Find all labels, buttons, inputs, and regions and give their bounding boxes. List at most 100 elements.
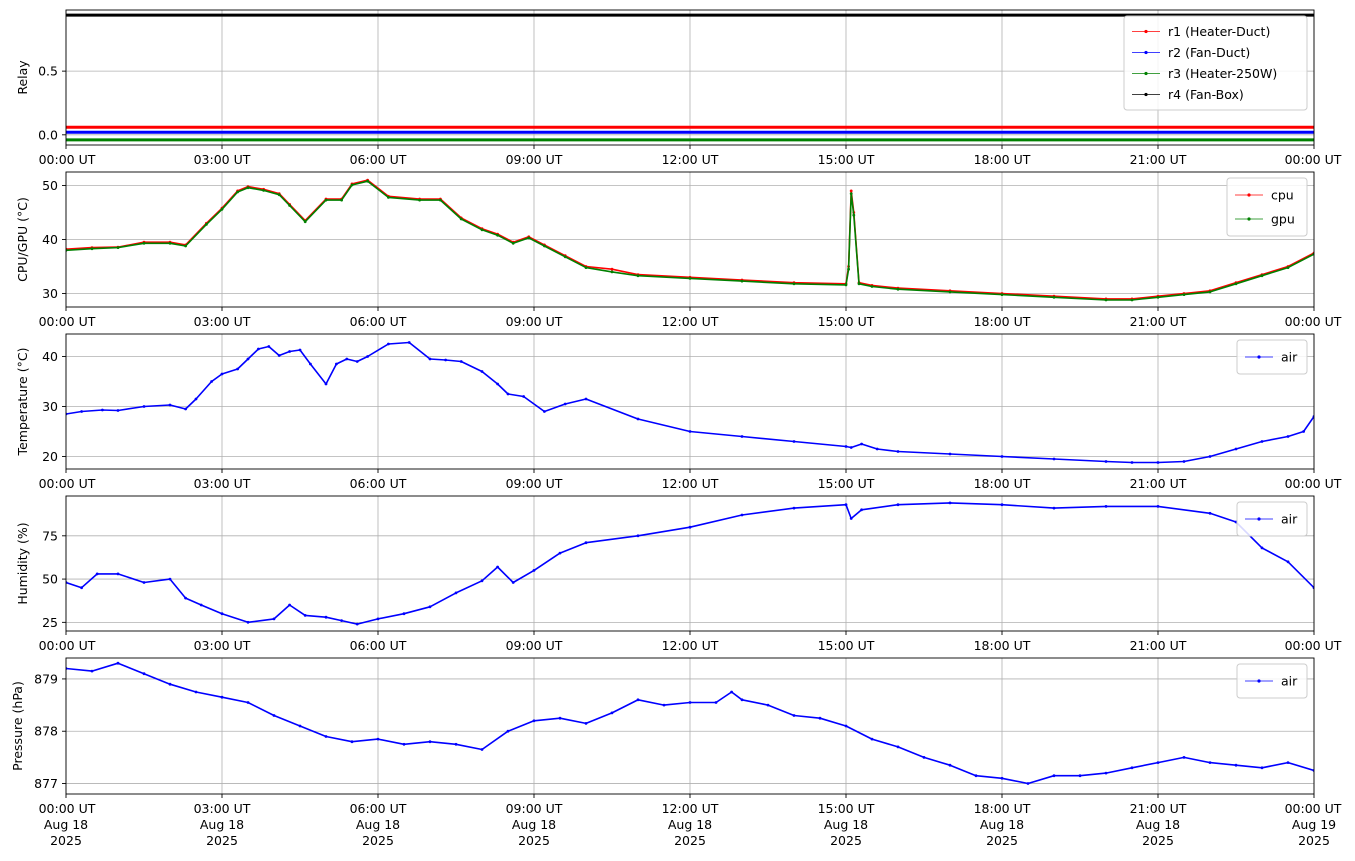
data-point (792, 440, 796, 443)
data-point (662, 703, 666, 707)
legend: cpu gpu (1226, 177, 1308, 237)
panel-4: 25 50 75 Humidity (%) 00:00 UT 03:00 UT 06:00 … (15, 495, 1342, 653)
data-point (740, 435, 744, 438)
grid (65, 10, 1315, 145)
x-tick-label: 06:00 UT (350, 152, 407, 167)
data-point (496, 565, 499, 569)
data-point (849, 192, 853, 196)
x-tick-label: 18:00 UT (974, 152, 1031, 167)
data-point (366, 179, 369, 183)
data-point (1182, 756, 1186, 759)
data-point (1156, 761, 1160, 764)
data-point (1208, 455, 1212, 458)
data-point (454, 742, 458, 746)
data-point (402, 612, 406, 616)
data-point (857, 282, 861, 286)
x-tick-label: 03:00 UT (194, 801, 251, 816)
data-point (355, 360, 359, 363)
x-tick-label: 09:00 UT (506, 314, 563, 329)
data-point (740, 513, 744, 517)
data-point (246, 186, 250, 190)
data-point (506, 729, 510, 733)
data-point (948, 452, 952, 456)
data-point (1130, 298, 1134, 302)
data-point (428, 605, 432, 609)
data-point (168, 241, 172, 245)
data-point (740, 698, 744, 702)
legend-label: air (1281, 350, 1298, 365)
data-point (922, 756, 926, 759)
data-point (1260, 274, 1264, 278)
x-tick-label: 03:00 UT (194, 476, 251, 491)
data-point (80, 586, 83, 590)
x-date-label: Aug 18 (200, 817, 244, 832)
legend-swatch-marker (1257, 355, 1261, 359)
data-point (792, 714, 796, 717)
data-point (844, 503, 848, 507)
legend-swatch-marker (1247, 217, 1251, 221)
data-point (849, 189, 853, 193)
x-tick-label: 00:00 UT (1285, 801, 1342, 816)
data-point (610, 267, 614, 271)
data-point (220, 207, 224, 211)
data-point (387, 342, 390, 346)
data-point (1104, 460, 1108, 463)
data-point (194, 397, 198, 401)
x-tick-label: 00:00 UT (39, 638, 96, 653)
y-tick-label: 0.0 (38, 127, 58, 142)
x-year-label: 2025 (1142, 833, 1174, 848)
legend-swatch-marker (1144, 92, 1148, 97)
data-point (1052, 295, 1056, 299)
x-tick-label: 00:00 UT (39, 314, 96, 329)
legend: air (1236, 339, 1308, 375)
legend-swatch-marker (1247, 193, 1251, 197)
x-tick-label: 12:00 UT (662, 638, 719, 653)
series-line-air (66, 662, 1314, 785)
data-point (543, 410, 546, 413)
y-tick-label: 40 (42, 349, 58, 364)
data-point (496, 233, 499, 237)
x-year-label: 2025 (362, 833, 394, 848)
x-date-label: Aug 18 (668, 817, 712, 832)
data-point (740, 279, 744, 283)
x-tick-label: 12:00 UT (662, 801, 719, 816)
data-point (688, 525, 692, 529)
data-point (199, 603, 203, 607)
data-point (860, 508, 863, 512)
data-point (870, 737, 874, 741)
data-point (116, 246, 120, 250)
data-point (277, 193, 281, 197)
x-tick-label: 21:00 UT (1130, 314, 1187, 329)
x-tick-label: 06:00 UT (350, 314, 407, 329)
y-tick-label: 75 (42, 528, 58, 543)
legend-box (1123, 15, 1308, 111)
data-point (220, 695, 224, 699)
data-point (298, 348, 302, 352)
x-tick-label: 00:00 UT (1285, 476, 1342, 491)
data-point (95, 572, 99, 576)
y-tick-label: 40 (42, 232, 58, 247)
x-date-label: Aug 18 (980, 817, 1024, 832)
data-point (543, 244, 546, 248)
data-point (1260, 440, 1264, 443)
x-tick-label: 09:00 UT (506, 152, 563, 167)
data-point (142, 581, 146, 584)
data-point (418, 198, 421, 202)
x-year-label: 2025 (1298, 833, 1330, 848)
data-point (496, 382, 499, 386)
x-tick-label: 21:00 UT (1130, 476, 1187, 491)
data-point (402, 742, 406, 746)
data-point (688, 430, 692, 433)
data-point (636, 698, 640, 702)
x-tick-label: 09:00 UT (506, 476, 563, 491)
data-point (194, 690, 198, 694)
data-point (116, 409, 120, 412)
x-tick-label: 21:00 UT (1130, 152, 1187, 167)
x-tick-label: 06:00 UT (350, 638, 407, 653)
data-point (1000, 293, 1004, 296)
data-point (277, 354, 281, 357)
data-point (849, 446, 853, 449)
x-date-label: Aug 18 (1136, 817, 1180, 832)
data-point (844, 445, 848, 448)
data-point (168, 403, 172, 407)
